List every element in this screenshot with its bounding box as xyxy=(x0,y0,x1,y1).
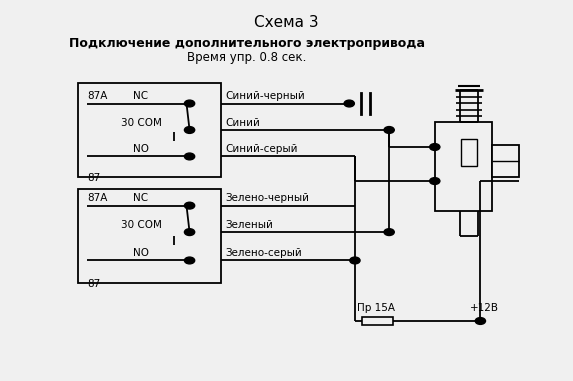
Text: NO: NO xyxy=(132,248,148,258)
Text: Схема 3: Схема 3 xyxy=(254,14,319,30)
Text: NC: NC xyxy=(132,194,148,203)
Circle shape xyxy=(475,318,485,324)
Text: 30 СОМ: 30 СОМ xyxy=(121,220,162,230)
Circle shape xyxy=(185,100,195,107)
Circle shape xyxy=(430,144,440,150)
Text: +12В: +12В xyxy=(470,303,499,314)
Bar xyxy=(435,122,492,211)
Bar xyxy=(79,189,221,283)
Text: 30 СОМ: 30 СОМ xyxy=(121,118,162,128)
Bar xyxy=(79,83,221,177)
Circle shape xyxy=(185,202,195,209)
Circle shape xyxy=(350,257,360,264)
Text: Зелено-черный: Зелено-черный xyxy=(226,194,309,203)
Circle shape xyxy=(185,257,195,264)
Circle shape xyxy=(430,178,440,184)
Bar xyxy=(461,139,477,166)
Circle shape xyxy=(344,100,354,107)
Text: Подключение дополнительного электропривода: Подключение дополнительного электроприво… xyxy=(69,37,425,50)
Text: Синий: Синий xyxy=(226,118,260,128)
Text: Зеленый: Зеленый xyxy=(226,220,273,230)
Circle shape xyxy=(185,126,195,133)
Bar xyxy=(492,145,519,177)
Text: Пр 15А: Пр 15А xyxy=(356,303,395,314)
Circle shape xyxy=(384,229,394,235)
Circle shape xyxy=(185,153,195,160)
Text: 87A: 87A xyxy=(87,194,107,203)
Text: NC: NC xyxy=(132,91,148,101)
Text: 87: 87 xyxy=(87,173,100,184)
Circle shape xyxy=(185,229,195,235)
Text: Синий-черный: Синий-черный xyxy=(226,91,305,101)
Circle shape xyxy=(384,126,394,133)
Bar xyxy=(362,317,393,325)
Text: NO: NO xyxy=(132,144,148,154)
Text: Синий-серый: Синий-серый xyxy=(226,144,298,154)
Text: 87A: 87A xyxy=(87,91,107,101)
Text: Время упр. 0.8 сек.: Время упр. 0.8 сек. xyxy=(187,51,307,64)
Text: Зелено-серый: Зелено-серый xyxy=(226,248,302,258)
Text: 87: 87 xyxy=(87,279,100,290)
